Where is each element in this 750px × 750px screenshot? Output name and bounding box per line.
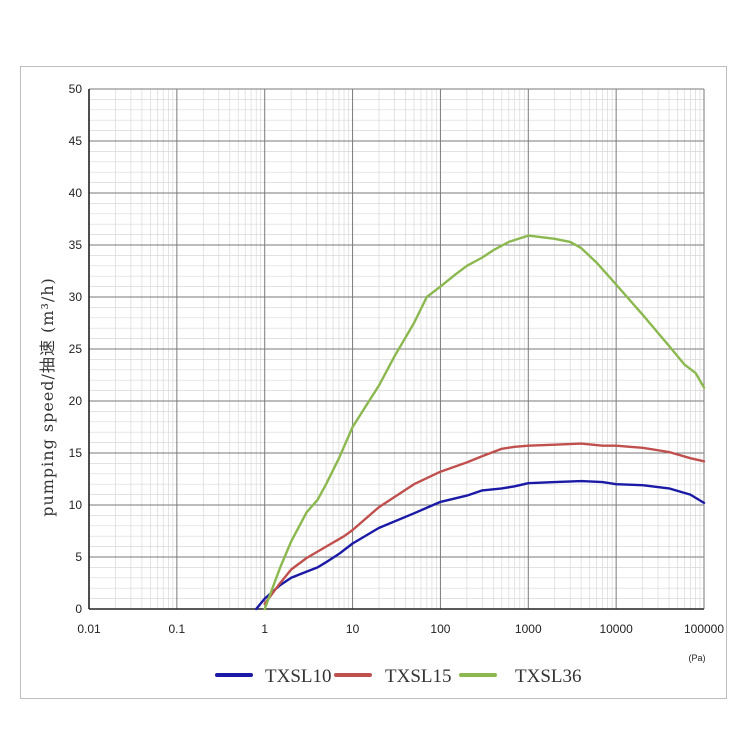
y-tick-label: 5: [75, 550, 82, 564]
y-tick-label: 35: [69, 238, 83, 252]
series-line-txsl10: [255, 479, 706, 611]
y-tick-label: 10: [69, 498, 83, 512]
legend-label-txsl15: TXSL15: [385, 666, 452, 687]
axes: [88, 89, 704, 610]
y-tick-label: 25: [69, 342, 83, 356]
y-tick-label: 45: [69, 134, 83, 148]
x-tick-label: 100000: [684, 622, 724, 636]
x-tick-label: 10: [346, 622, 360, 636]
y-tick-label: 20: [69, 394, 83, 408]
x-tick-label: 1: [261, 622, 268, 636]
x-tick-label: 10000: [599, 622, 633, 636]
x-axis-unit: (Pa): [688, 653, 705, 663]
pumping-speed-chart: 0 5 10 15 20 25 30 35 40 45 50 0.01 0.1 1 10 100 1000 100…: [38, 82, 725, 687]
series-line-txsl36: [263, 234, 706, 611]
y-tick-label: 0: [75, 602, 82, 616]
series-lines: [255, 234, 706, 611]
grid: [88, 88, 705, 610]
y-tick-label: 50: [69, 82, 83, 96]
tick-labels: 0 5 10 15 20 25 30 35 40 45 50 0.01 0.1 1 10 100 1000 100…: [69, 82, 725, 636]
legend: TXSL10 TXSL15 TXSL36: [215, 666, 582, 687]
y-tick-label: 40: [69, 186, 83, 200]
x-tick-label: 1000: [515, 622, 542, 636]
series-line-txsl15: [263, 442, 706, 605]
y-tick-label: 30: [69, 290, 83, 304]
chart-frame: 0 5 10 15 20 25 30 35 40 45 50 0.01 0.1 1 10 100 1000 100…: [20, 66, 727, 699]
x-tick-label: 0.01: [77, 622, 101, 636]
y-tick-label: 15: [69, 446, 83, 460]
x-tick-label: 0.1: [169, 622, 186, 636]
legend-label-txsl10: TXSL10: [265, 666, 332, 687]
x-tick-label: 100: [430, 622, 450, 636]
legend-label-txsl36: TXSL36: [515, 666, 582, 687]
y-axis-label: pumping speed/抽速 (m³/h): [38, 277, 57, 517]
